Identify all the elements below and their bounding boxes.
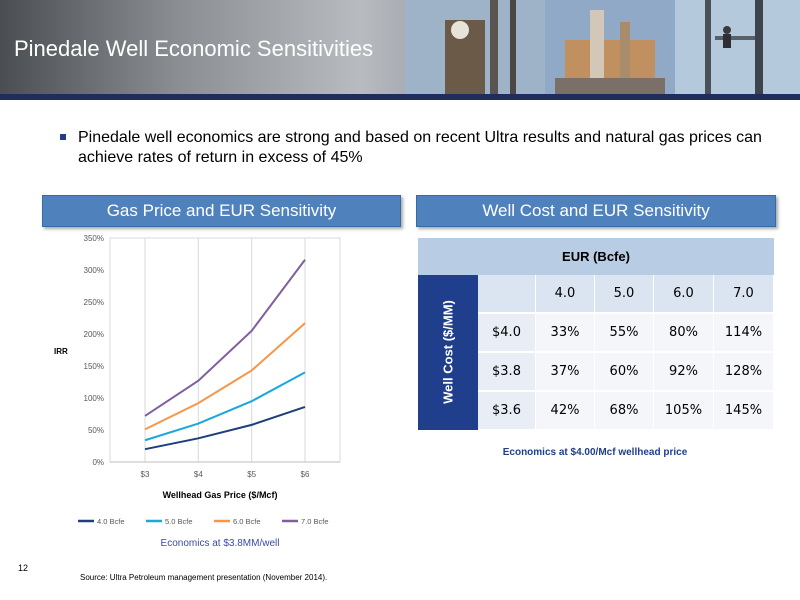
y-tick-label: 50% — [88, 426, 104, 435]
chart-footnote: Economics at $3.8MM/well — [160, 538, 280, 549]
irr-table-cell: 92% — [654, 353, 713, 390]
legend-label: 6.0 Bcfe — [233, 517, 261, 526]
header-rule — [0, 94, 800, 100]
slide-title: Pinedale Well Economic Sensitivities — [14, 36, 374, 61]
legend-label: 4.0 Bcfe — [97, 517, 125, 526]
well-cost-row-label: $4.0 — [478, 314, 535, 351]
series-line — [144, 322, 306, 431]
irr-table-cell: 105% — [654, 392, 713, 429]
eur-column-header: 4.0 — [536, 275, 594, 312]
x-tick-label: $6 — [301, 470, 310, 479]
y-tick-label: 300% — [84, 266, 104, 275]
series-line — [144, 259, 306, 417]
y-tick-label: 200% — [84, 330, 104, 339]
legend-label: 5.0 Bcfe — [165, 517, 193, 526]
irr-table-cell: 68% — [595, 392, 653, 429]
bullet-text: Pinedale well economics are strong and b… — [78, 129, 762, 166]
table-corner-cell — [478, 275, 535, 312]
irr-line-chart: 0% 50% 100% 150% 200% 250% 300% 350% $3 $4 $5 $6 IRR… — [54, 234, 341, 526]
legend-label: 7.0 Bcfe — [301, 517, 329, 526]
irr-table-cell: 80% — [654, 314, 713, 351]
gas-price-eur-header: Gas Price and EUR Sensitivity — [42, 195, 401, 227]
series-line — [144, 406, 306, 451]
well-cost-label: Well Cost ($/MM) — [440, 300, 456, 404]
y-tick-label: 250% — [84, 298, 104, 307]
well-cost-side-header: Well Cost ($/MM) — [418, 275, 478, 430]
y-tick-label: 150% — [84, 362, 104, 371]
series-line — [144, 371, 306, 442]
y-tick-label: 0% — [92, 458, 104, 467]
table-footnote: Economics at $4.00/Mcf wellhead price — [502, 447, 688, 458]
x-tick-label: $5 — [247, 470, 256, 479]
irr-table-cell: 128% — [714, 353, 773, 390]
x-axis-label: Wellhead Gas Price ($/Mcf) — [163, 490, 278, 500]
irr-table-cell: 60% — [595, 353, 653, 390]
bullet-square-icon — [60, 134, 66, 140]
eur-column-header: 5.0 — [595, 275, 653, 312]
irr-table-cell: 33% — [536, 314, 594, 351]
eur-header: EUR (Bcfe) — [418, 238, 774, 275]
page-number: 12 — [18, 563, 29, 573]
well-cost-row-label: $3.8 — [478, 353, 535, 390]
well-cost-row-label: $3.6 — [478, 392, 535, 429]
irr-table-cell: 145% — [714, 392, 773, 429]
oilfield-photo-strip — [405, 0, 800, 94]
well-cost-eur-table: EUR (Bcfe) Well Cost ($/MM) 4.0 5.0 6.0 7.0… — [418, 238, 774, 430]
irr-table-cell: 114% — [714, 314, 773, 351]
eur-column-header: 7.0 — [714, 275, 773, 312]
header-banner: Pinedale Well Economic Sensitivities — [0, 0, 800, 94]
well-cost-eur-header: Well Cost and EUR Sensitivity — [416, 195, 776, 227]
source-note: Source: Ultra Petroleum management prese… — [80, 573, 328, 582]
y-tick-label: 100% — [84, 394, 104, 403]
plot-area — [109, 237, 341, 463]
irr-table-cell: 42% — [536, 392, 594, 429]
irr-table-cell: 37% — [536, 353, 594, 390]
y-axis-label: IRR — [54, 347, 68, 356]
y-tick-label: 350% — [84, 234, 104, 243]
eur-column-header: 6.0 — [654, 275, 713, 312]
x-tick-label: $4 — [194, 470, 203, 479]
irr-table-cell: 55% — [595, 314, 653, 351]
x-tick-label: $3 — [141, 470, 150, 479]
